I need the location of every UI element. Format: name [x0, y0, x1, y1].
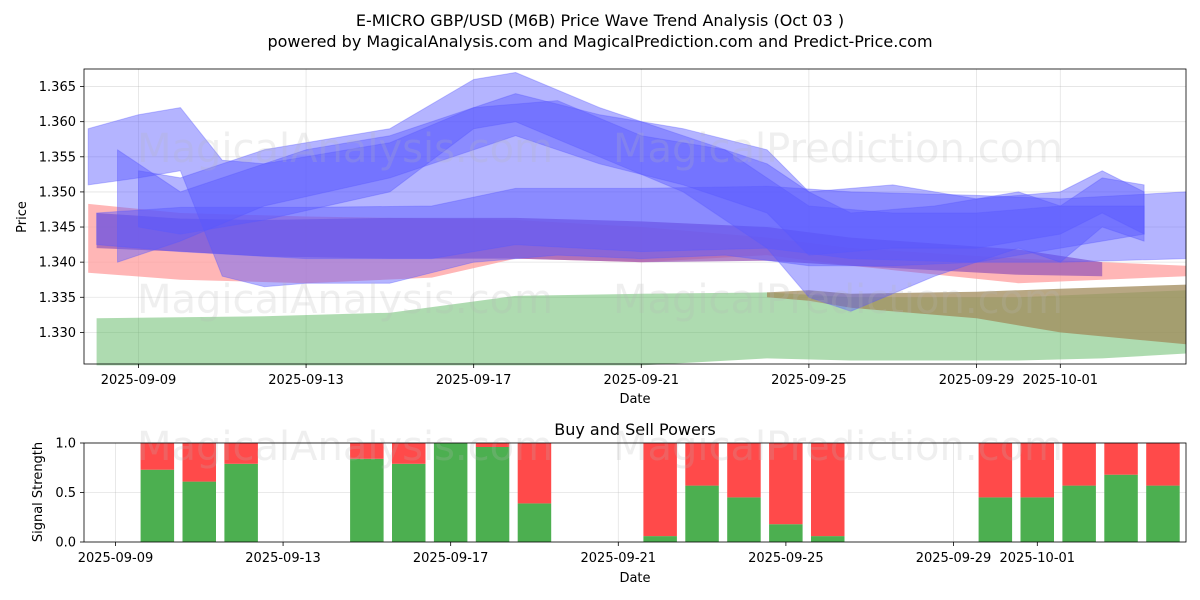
sell-bar-2025-09-11 — [182, 443, 216, 482]
price-y-tick-1.350: 1.350 — [39, 185, 76, 200]
price-x-tick-2025-09-29: 2025-09-29 — [939, 373, 1015, 388]
buy-bar-2025-09-22 — [643, 536, 677, 542]
watermark-prediction-top: MagicalPrediction.com — [613, 126, 1063, 172]
price-x-tick-2025-09-13: 2025-09-13 — [268, 373, 344, 388]
buy-sell-y-ticks: 0.0 0.5 1.0 — [55, 437, 84, 551]
chart-subtitle: powered by MagicalAnalysis.com and Magic… — [267, 32, 932, 51]
price-x-tick-2025-09-25: 2025-09-25 — [771, 373, 847, 388]
buy-bar-2025-10-03 — [1104, 474, 1138, 542]
watermark-analysis-bottom: MagicalAnalysis.com — [137, 277, 553, 323]
buy-sell-x-tick-2025-09-09: 2025-09-09 — [78, 551, 154, 566]
sell-bar-2025-10-01 — [1020, 443, 1054, 498]
sell-bar-2025-10-02 — [1062, 443, 1096, 486]
sell-bar-2025-10-03 — [1104, 443, 1138, 475]
buy-bar-2025-10-04 — [1146, 485, 1180, 542]
buy-sell-x-tick-2025-09-29: 2025-09-29 — [916, 551, 992, 566]
sell-bar-2025-09-12 — [224, 443, 258, 464]
buy-sell-watermarks: MagicalAnalysis.com MagicalPrediction.co… — [137, 424, 1063, 470]
buy-sell-bars — [140, 443, 1180, 542]
price-y-tick-1.365: 1.365 — [39, 80, 76, 95]
buy-sell-plot: Buy and Sell Powers MagicalAnalysis.com … — [31, 420, 1187, 586]
price-x-tick-2025-09-21: 2025-09-21 — [604, 373, 680, 388]
buy-sell-y-tick-0.0: 0.0 — [55, 536, 76, 551]
buy-sell-y-axis-label: Signal Strength — [31, 442, 46, 542]
price-y-tick-1.335: 1.335 — [39, 291, 76, 306]
price-y-tick-1.330: 1.330 — [39, 326, 76, 341]
sell-bar-2025-09-18 — [475, 443, 510, 447]
buy-sell-title: Buy and Sell Powers — [554, 420, 716, 439]
sell-bar-2025-09-23 — [685, 443, 719, 486]
watermark-prediction-bottom: MagicalPrediction.com — [613, 277, 1063, 323]
band-blue-wave-2 — [138, 72, 1145, 312]
buy-sell-x-tick-2025-09-25: 2025-09-25 — [748, 551, 824, 566]
watermark-analysis-sub: MagicalAnalysis.com — [137, 424, 553, 470]
buy-bar-2025-09-26 — [811, 536, 845, 542]
sell-bar-2025-09-24 — [727, 443, 761, 498]
price-y-ticks: 1.330 1.335 1.340 1.345 1.350 1.355 1.360 1.365 — [39, 80, 84, 341]
band-blue-wave-3 — [117, 93, 1145, 263]
buy-bar-2025-10-01 — [1020, 497, 1054, 542]
watermark-prediction-sub: MagicalPrediction.com — [613, 424, 1063, 470]
band-olive-band — [767, 284, 1186, 345]
buy-sell-x-tick-2025-09-17: 2025-09-17 — [413, 551, 489, 566]
sell-bar-2025-09-30 — [978, 443, 1013, 498]
buy-bar-2025-09-17 — [433, 443, 468, 542]
buy-sell-x-tick-2025-10-01: 2025-10-01 — [1000, 551, 1076, 566]
buy-bar-2025-10-02 — [1062, 485, 1096, 542]
price-wave-plot: MagicalAnalysis.com MagicalPrediction.co… — [15, 68, 1187, 407]
sell-bar-2025-09-25 — [769, 443, 803, 525]
price-x-tick-2025-09-17: 2025-09-17 — [436, 373, 512, 388]
band-purple-band — [96, 213, 1103, 277]
price-y-tick-1.345: 1.345 — [39, 221, 76, 236]
price-x-ticks: 2025-09-09 2025-09-13 2025-09-17 2025-09-21… — [101, 364, 1098, 388]
price-plot-frame — [83, 68, 1187, 365]
buy-sell-y-tick-1.0: 1.0 — [55, 437, 76, 452]
buy-bar-2025-09-11 — [182, 481, 216, 542]
buy-bar-2025-09-19 — [517, 503, 552, 542]
buy-bar-2025-09-10 — [140, 469, 175, 542]
buy-bar-2025-09-30 — [978, 497, 1013, 542]
price-y-tick-1.340: 1.340 — [39, 256, 76, 271]
buy-sell-x-axis-label: Date — [619, 571, 650, 586]
buy-sell-x-tick-2025-09-13: 2025-09-13 — [245, 551, 321, 566]
buy-sell-x-ticks: 2025-09-09 2025-09-13 2025-09-17 2025-09-21… — [78, 542, 1075, 566]
buy-bar-2025-09-12 — [224, 463, 258, 542]
buy-bar-2025-09-16 — [392, 463, 426, 542]
sell-bar-2025-09-22 — [643, 443, 677, 537]
sell-bar-2025-09-26 — [811, 443, 845, 537]
buy-sell-x-tick-2025-09-21: 2025-09-21 — [581, 551, 657, 566]
buy-bar-2025-09-24 — [727, 497, 761, 542]
sell-bar-2025-09-16 — [392, 443, 426, 464]
price-bands — [87, 72, 1187, 366]
price-y-tick-1.355: 1.355 — [39, 150, 76, 165]
sell-bar-2025-09-15 — [350, 443, 384, 459]
buy-bar-2025-09-18 — [475, 447, 510, 542]
price-y-axis-label: Price — [15, 201, 30, 233]
price-x-tick-2025-10-01: 2025-10-01 — [1023, 373, 1099, 388]
sell-bar-2025-09-10 — [140, 443, 175, 470]
buy-bar-2025-09-23 — [685, 485, 719, 542]
sell-bar-2025-09-19 — [517, 443, 552, 504]
buy-bar-2025-09-25 — [769, 524, 803, 542]
band-blue-wave-1 — [87, 100, 1145, 288]
chart-title: E-MICRO GBP/USD (M6B) Price Wave Trend A… — [356, 11, 844, 30]
price-watermarks: MagicalAnalysis.com MagicalPrediction.co… — [137, 126, 1063, 323]
price-x-tick-2025-09-09: 2025-09-09 — [101, 373, 177, 388]
watermark-analysis-top: MagicalAnalysis.com — [137, 126, 553, 172]
price-y-tick-1.360: 1.360 — [39, 115, 76, 130]
buy-sell-y-tick-0.5: 0.5 — [55, 486, 76, 501]
buy-bar-2025-09-15 — [350, 458, 384, 542]
sell-bar-2025-10-04 — [1146, 443, 1180, 486]
price-x-axis-label: Date — [619, 392, 650, 407]
